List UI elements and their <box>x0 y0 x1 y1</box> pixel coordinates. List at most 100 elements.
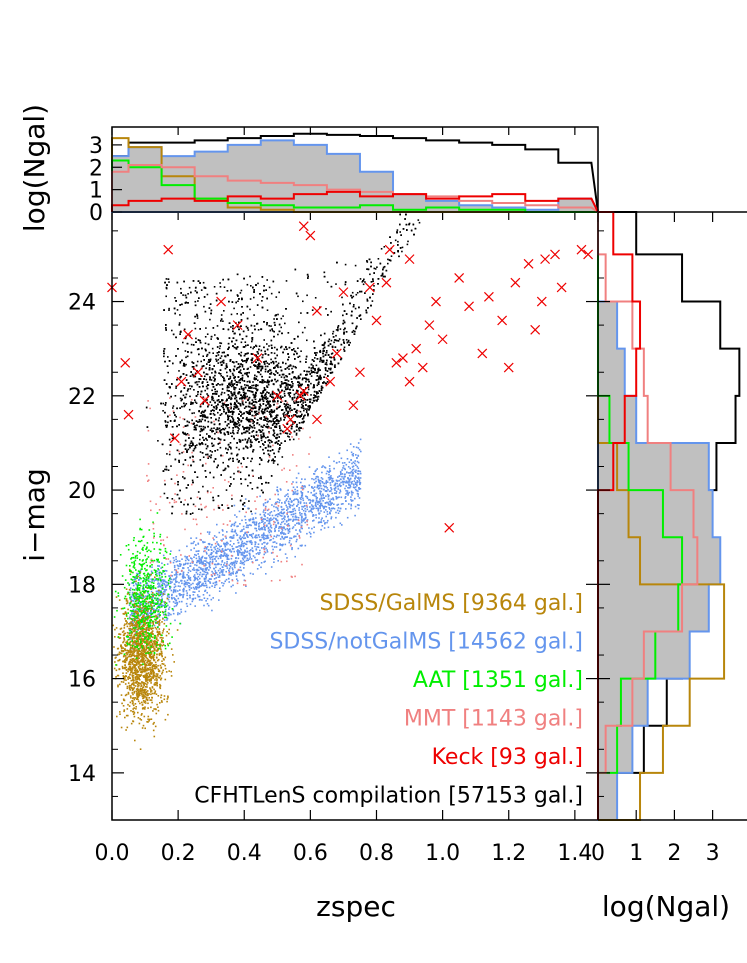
sdss-notgalms-point <box>311 478 313 480</box>
cfhtlens-point <box>241 402 244 405</box>
cfhtlens-point <box>217 428 219 431</box>
cfhtlens-point <box>213 286 216 288</box>
cfhtlens-point <box>182 364 185 367</box>
cfhtlens-point <box>244 386 247 389</box>
cfhtlens-point <box>212 444 215 447</box>
cfhtlens-point <box>238 371 240 373</box>
sdss-notgalms-point <box>175 604 178 607</box>
cfhtlens-point <box>407 240 409 243</box>
sdss-notgalms-point <box>274 514 277 517</box>
cfhtlens-point <box>417 219 420 221</box>
cfhtlens-point <box>239 370 241 373</box>
cfhtlens-point <box>307 413 309 416</box>
cfhtlens-point <box>165 329 167 331</box>
cfhtlens-point <box>273 352 276 355</box>
cfhtlens-point <box>214 370 216 373</box>
cfhtlens-point <box>272 434 275 436</box>
cfhtlens-point <box>245 445 247 448</box>
cfhtlens-point <box>251 419 253 421</box>
cfhtlens-point <box>295 401 298 404</box>
cfhtlens-point <box>240 420 242 423</box>
cfhtlens-point <box>182 431 184 434</box>
cfhtlens-point <box>247 484 249 487</box>
cfhtlens-point <box>258 345 261 347</box>
cfhtlens-point <box>225 489 228 491</box>
cfhtlens-point <box>253 377 256 379</box>
cfhtlens-point <box>200 412 203 414</box>
sdss-notgalms-point <box>340 473 342 476</box>
cfhtlens-point <box>209 450 212 452</box>
cfhtlens-point <box>194 375 197 378</box>
cfhtlens-point <box>279 405 281 408</box>
cfhtlens-point <box>290 415 293 417</box>
cfhtlens-point <box>177 481 179 483</box>
cfhtlens-point <box>216 449 219 451</box>
cfhtlens-point <box>188 286 191 289</box>
sdss-notgalms-point <box>356 480 358 482</box>
cfhtlens-point <box>201 443 204 445</box>
sdss-notgalms-point <box>323 505 325 508</box>
cfhtlens-point <box>267 445 270 448</box>
cfhtlens-point <box>272 462 275 464</box>
cfhtlens-point <box>240 313 242 316</box>
cfhtlens-point <box>237 392 240 395</box>
cfhtlens-point <box>317 383 320 385</box>
cfhtlens-point <box>197 348 200 350</box>
cfhtlens-point <box>213 414 216 416</box>
cfhtlens-point <box>206 381 209 383</box>
cfhtlens-point <box>261 411 264 413</box>
cfhtlens-point <box>303 415 305 418</box>
cfhtlens-point <box>329 368 332 371</box>
cfhtlens-point <box>273 367 275 369</box>
cfhtlens-point <box>199 443 201 446</box>
cfhtlens-point <box>284 382 286 384</box>
cfhtlens-point <box>233 421 236 424</box>
sdss-notgalms-point <box>240 554 243 556</box>
cfhtlens-point <box>289 407 292 409</box>
sdss-notgalms-point <box>268 521 271 523</box>
cfhtlens-point <box>198 378 200 380</box>
cfhtlens-point <box>318 390 321 392</box>
cfhtlens-point <box>346 341 349 344</box>
cfhtlens-point <box>212 499 215 502</box>
cfhtlens-point <box>227 418 229 421</box>
cfhtlens-point <box>266 400 269 402</box>
cfhtlens-point <box>331 363 334 366</box>
cfhtlens-point <box>307 414 309 417</box>
cfhtlens-point <box>254 401 257 403</box>
cfhtlens-point <box>261 392 263 395</box>
cfhtlens-point <box>290 384 292 387</box>
cfhtlens-point <box>264 370 267 373</box>
cfhtlens-point <box>260 436 263 438</box>
cfhtlens-point <box>209 413 212 415</box>
cfhtlens-point <box>236 400 238 403</box>
cfhtlens-point <box>310 363 313 366</box>
cfhtlens-point <box>262 379 265 382</box>
sdss-notgalms-point <box>306 508 309 511</box>
sdss-notgalms-point <box>229 562 232 565</box>
cfhtlens-point <box>277 440 280 442</box>
cfhtlens-point <box>351 296 353 299</box>
cfhtlens-point <box>283 390 286 393</box>
cfhtlens-point <box>307 386 310 389</box>
cfhtlens-point <box>253 404 256 406</box>
cfhtlens-point <box>209 401 212 403</box>
cfhtlens-point <box>321 386 324 389</box>
cfhtlens-point <box>163 379 166 381</box>
sdss-notgalms-point <box>261 521 263 523</box>
cfhtlens-point <box>253 421 255 423</box>
cfhtlens-point <box>277 313 279 316</box>
cfhtlens-point <box>164 404 167 406</box>
sdss-notgalms-point <box>319 490 321 492</box>
cfhtlens-point <box>191 455 194 458</box>
cfhtlens-point <box>220 405 223 408</box>
cfhtlens-point <box>230 483 232 485</box>
cfhtlens-point <box>353 304 355 306</box>
cfhtlens-point <box>231 361 234 363</box>
cfhtlens-point <box>227 407 229 409</box>
cfhtlens-point <box>267 371 269 373</box>
cfhtlens-point <box>199 430 202 433</box>
cfhtlens-point <box>300 350 302 352</box>
cfhtlens-point <box>281 373 284 376</box>
cfhtlens-point <box>219 431 222 434</box>
